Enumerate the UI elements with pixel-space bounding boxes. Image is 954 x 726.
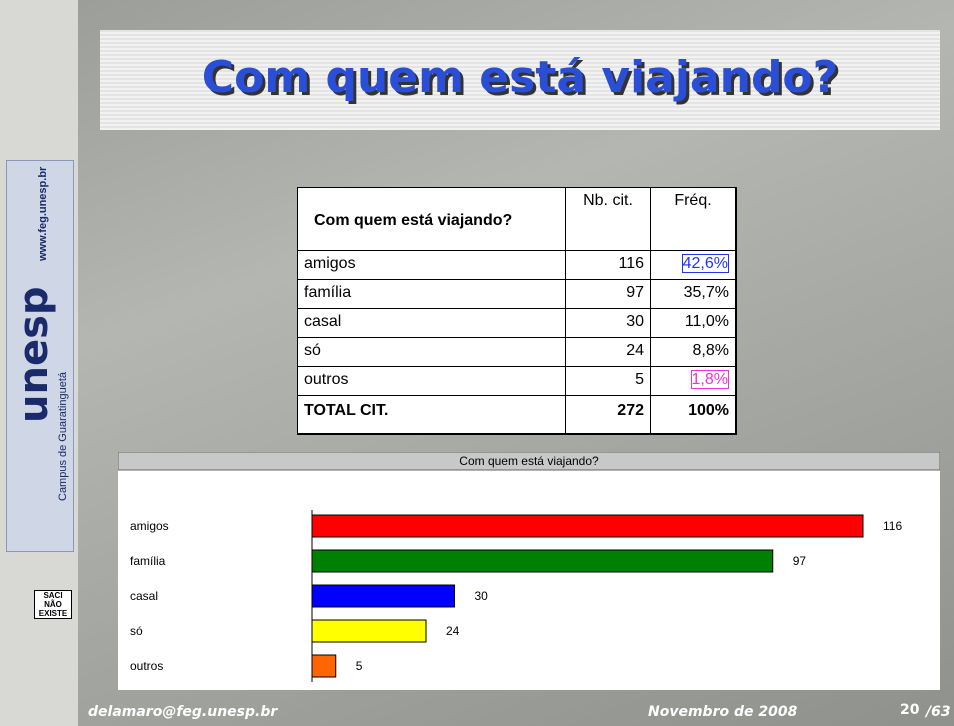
chart-panel: Com quem está viajando? amigos 116 família 9… [118, 452, 940, 690]
total-cell: 272 [566, 396, 651, 434]
value-label: 30 [475, 589, 489, 603]
table-cell: 1,8% [651, 367, 736, 396]
footer-total: /63 [926, 704, 951, 720]
table-cell: 97 [566, 280, 651, 309]
table-cell: 5 [566, 367, 651, 396]
title: Com quem está viajando? [100, 52, 940, 103]
category-label: amigos [130, 519, 169, 533]
logo-site: www.feg.unesp.br [37, 167, 49, 261]
slide: unesp www.feg.unesp.br Campus de Guarati… [0, 0, 954, 726]
category-label: casal [130, 589, 158, 603]
category-label: família [130, 554, 166, 568]
bar [312, 655, 336, 677]
footer-page: 20 [900, 702, 919, 718]
table-cell: outros [298, 367, 566, 396]
value-label: 5 [356, 659, 363, 673]
header-cell: Fréq. [651, 188, 736, 251]
table-cell: amigos [298, 251, 566, 280]
footer-email: delamaro@feg.unesp.br [88, 704, 277, 720]
bar [312, 620, 426, 642]
logo-campus: Campus de Guaratinguetá [57, 372, 69, 501]
value-label: 116 [883, 519, 902, 533]
total-cell: 100% [651, 396, 736, 434]
value-label: 24 [446, 624, 460, 638]
table-cell: só [298, 338, 566, 367]
total-cell: TOTAL CIT. [298, 396, 566, 434]
table-cell: casal [298, 309, 566, 338]
chart: Com quem está viajando? amigos 116 família 9… [118, 452, 940, 690]
logo: unesp www.feg.unesp.br Campus de Guarati… [6, 160, 74, 552]
title-box: Com quem está viajando? [100, 30, 940, 130]
table-cell: 30 [566, 309, 651, 338]
value-label: 97 [793, 554, 807, 568]
logo-brand: unesp [11, 286, 57, 423]
category-label: outros [130, 659, 163, 673]
table-cell: 35,7% [651, 280, 736, 309]
highlight: 1,8% [691, 370, 729, 389]
chart-title: Com quem está viajando? [459, 454, 599, 468]
sign: SACI NÃO EXISTE [34, 590, 72, 619]
table: Com quem está viajando?Nb. cit.Fréq. amig… [297, 187, 737, 435]
header-cell: Nb. cit. [566, 188, 651, 251]
category-label: só [130, 624, 143, 638]
table-cell: 8,8% [651, 338, 736, 367]
table-cell: 11,0% [651, 309, 736, 338]
table-cell: 42,6% [651, 251, 736, 280]
bar [312, 515, 863, 537]
highlight: 42,6% [682, 254, 729, 273]
footer-date: Novembro de 2008 [648, 704, 797, 720]
table-cell: 24 [566, 338, 651, 367]
header-cell: Com quem está viajando? [298, 188, 566, 251]
table-cell: família [298, 280, 566, 309]
bar [312, 585, 455, 607]
table-cell: 116 [566, 251, 651, 280]
bar [312, 550, 773, 572]
